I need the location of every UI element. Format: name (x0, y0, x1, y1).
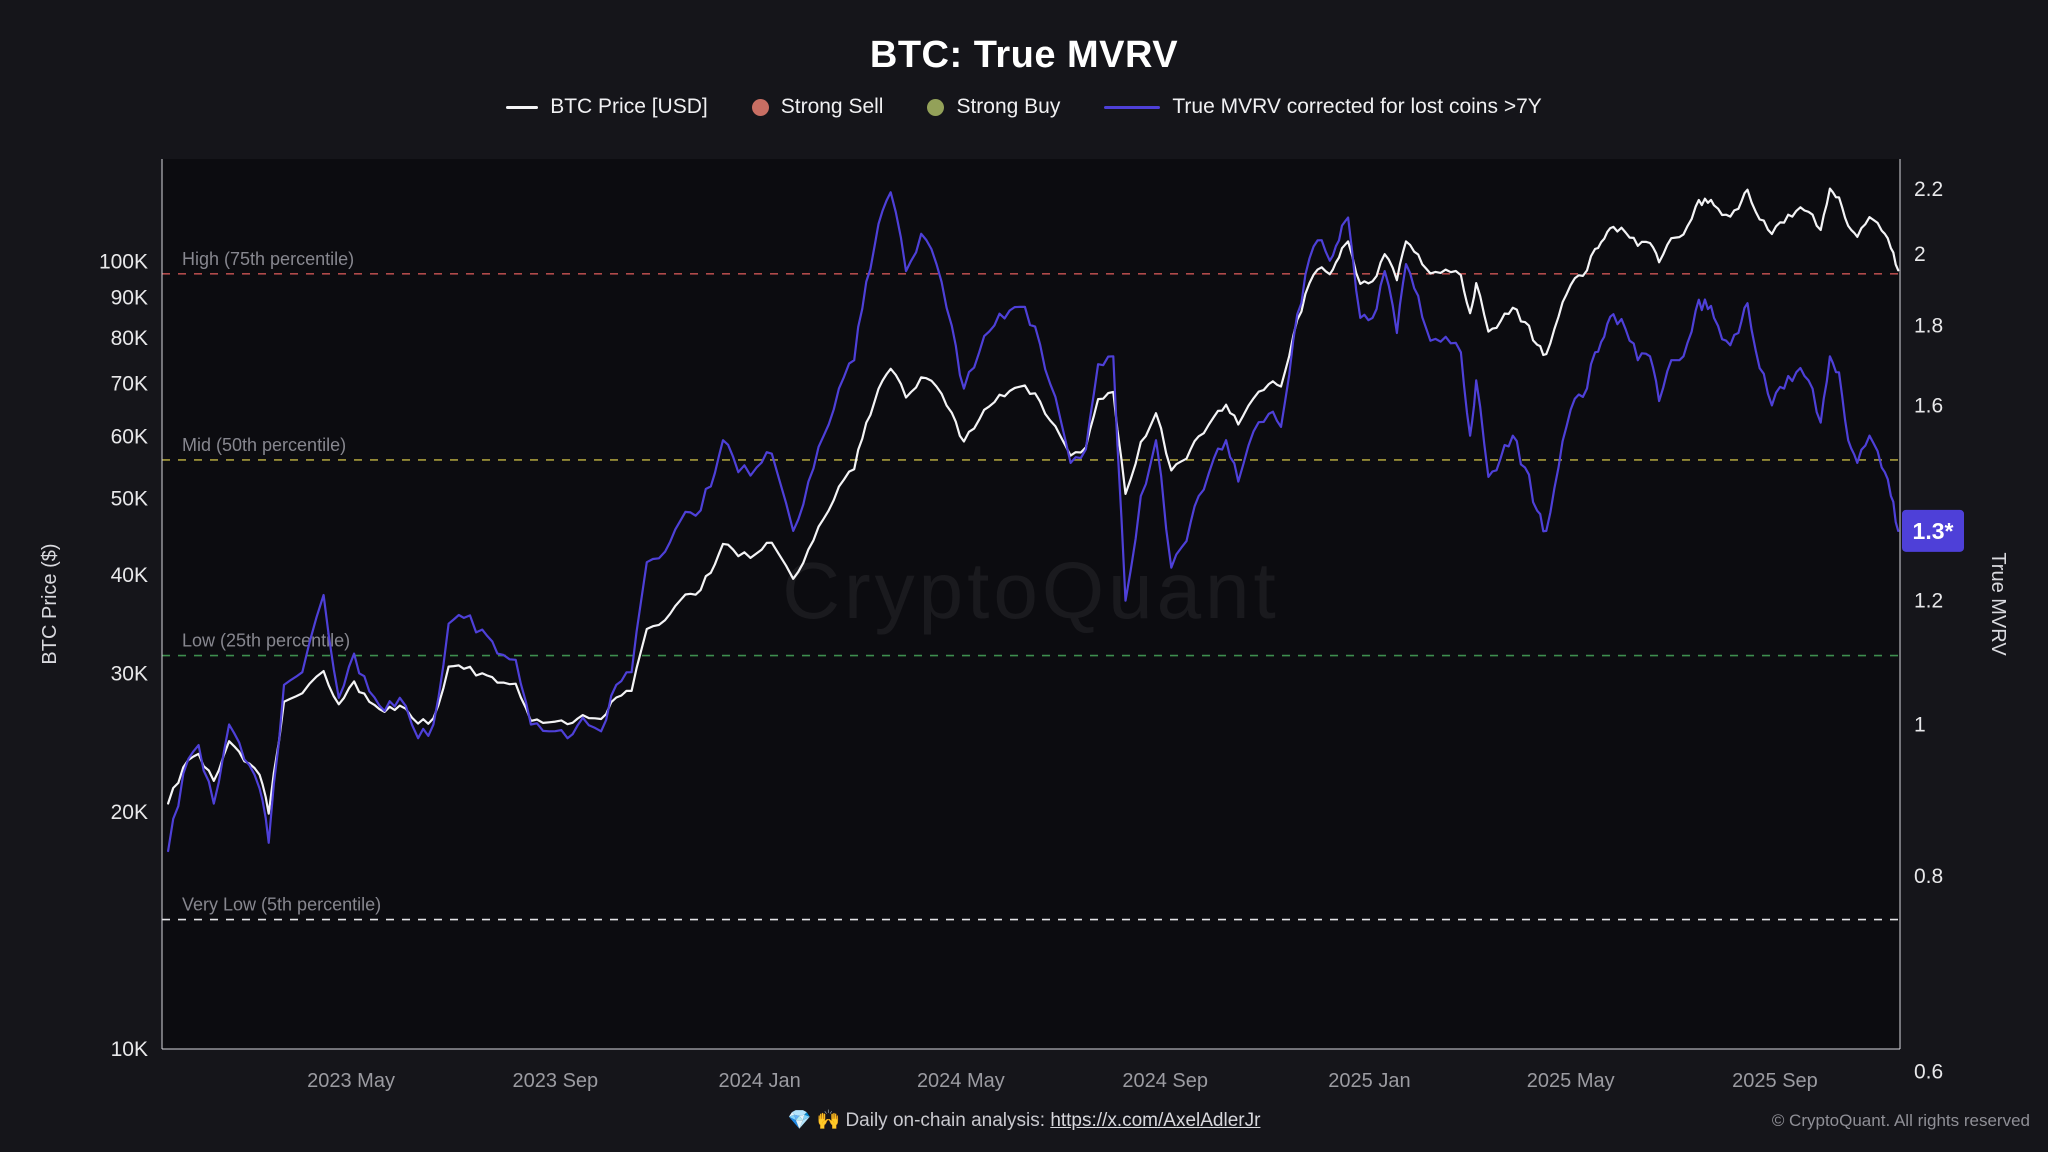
x-tick-label: 2025 Sep (1732, 1070, 1818, 1092)
y-right-tick-label: 1.2 (1914, 590, 1943, 613)
y-right-tick-label: 2 (1914, 243, 1926, 266)
y-left-tick-label: 100K (99, 251, 148, 274)
footer-analysis-line: 💎 🙌 Daily on-chain analysis: https://x.c… (788, 1108, 1261, 1132)
y-left-tick-label: 60K (111, 425, 148, 448)
y-left-tick-label: 30K (111, 662, 148, 685)
legend-item[interactable]: Strong Sell (751, 95, 884, 119)
watermark: CryptoQuant (782, 546, 1280, 635)
y-left-tick-label: 20K (111, 801, 148, 824)
y-right-tick-label: 0.6 (1914, 1060, 1943, 1083)
gem-hands-emoji: 💎 🙌 (787, 1110, 841, 1131)
y-right-tick-label: 0.8 (1914, 865, 1943, 888)
y-left-axis-title: BTC Price ($) (39, 543, 61, 664)
y-right-tick-label: 2.2 (1914, 178, 1943, 201)
y-right-tick-label: 1.8 (1914, 314, 1943, 337)
legend-item[interactable]: Strong Buy (927, 95, 1060, 119)
legend-line-marker (506, 105, 539, 109)
reference-line-label: High (75th percentile) (182, 249, 354, 269)
y-left-tick-label: 90K (111, 287, 148, 310)
y-left-tick-label: 10K (111, 1038, 148, 1061)
y-left-tick-label: 50K (111, 488, 148, 511)
legend-label: BTC Price [USD] (550, 95, 708, 118)
true-mvrv-line (167, 191, 1900, 853)
legend-item[interactable]: True MVRV corrected for lost coins >7Y (1104, 95, 1542, 119)
plot-background (162, 159, 1900, 1049)
reference-line-label: Very Low (5th percentile) (182, 895, 381, 915)
copyright: © CryptoQuant. All rights reserved (1771, 1111, 2030, 1130)
footer: 💎 🙌 Daily on-chain analysis: https://x.c… (0, 1106, 2048, 1136)
x-tick-label: 2024 Jan (718, 1070, 800, 1092)
legend-line-marker (1104, 105, 1161, 109)
y-left-tick-label: 80K (111, 327, 148, 350)
y-right-axis-title: True MVRV (1987, 552, 2009, 656)
reference-line-label: Mid (50th percentile) (182, 435, 346, 455)
legend-label: Strong Buy (956, 95, 1061, 118)
legend-dot-marker (751, 98, 769, 116)
current-value-badge (1902, 509, 1964, 552)
x-tick-label: 2023 May (307, 1070, 395, 1092)
x-tick-label: 2025 Jan (1328, 1070, 1410, 1092)
legend-label: True MVRV corrected for lost coins >7Y (1172, 95, 1542, 118)
chart-title: BTC: True MVRV (869, 34, 1179, 76)
reference-line-label: Low (25th percentile) (182, 631, 350, 651)
x-tick-label: 2023 Sep (513, 1070, 599, 1092)
y-right-tick-label: 1 (1914, 713, 1926, 736)
x-tick-label: 2024 May (917, 1070, 1005, 1092)
legend: BTC Price [USD] Strong Sell Strong Buy True… (0, 95, 2048, 119)
current-value-badge-label: 1.3* (1913, 518, 1954, 544)
y-right-tick-label: 1.6 (1914, 394, 1943, 417)
btc-price-line (167, 187, 1900, 815)
legend-dot-marker (927, 98, 945, 116)
y-left-tick-label: 70K (111, 373, 148, 396)
legend-item[interactable]: BTC Price [USD] (506, 95, 708, 119)
footer-link[interactable]: https://x.com/AxelAdlerJr (1050, 1110, 1261, 1131)
x-tick-label: 2024 Sep (1122, 1070, 1208, 1092)
y-left-tick-label: 40K (111, 564, 148, 587)
legend-label: Strong Sell (780, 95, 884, 118)
footer-text: Daily on-chain analysis: (845, 1110, 1046, 1131)
x-tick-label: 2025 May (1527, 1070, 1615, 1092)
